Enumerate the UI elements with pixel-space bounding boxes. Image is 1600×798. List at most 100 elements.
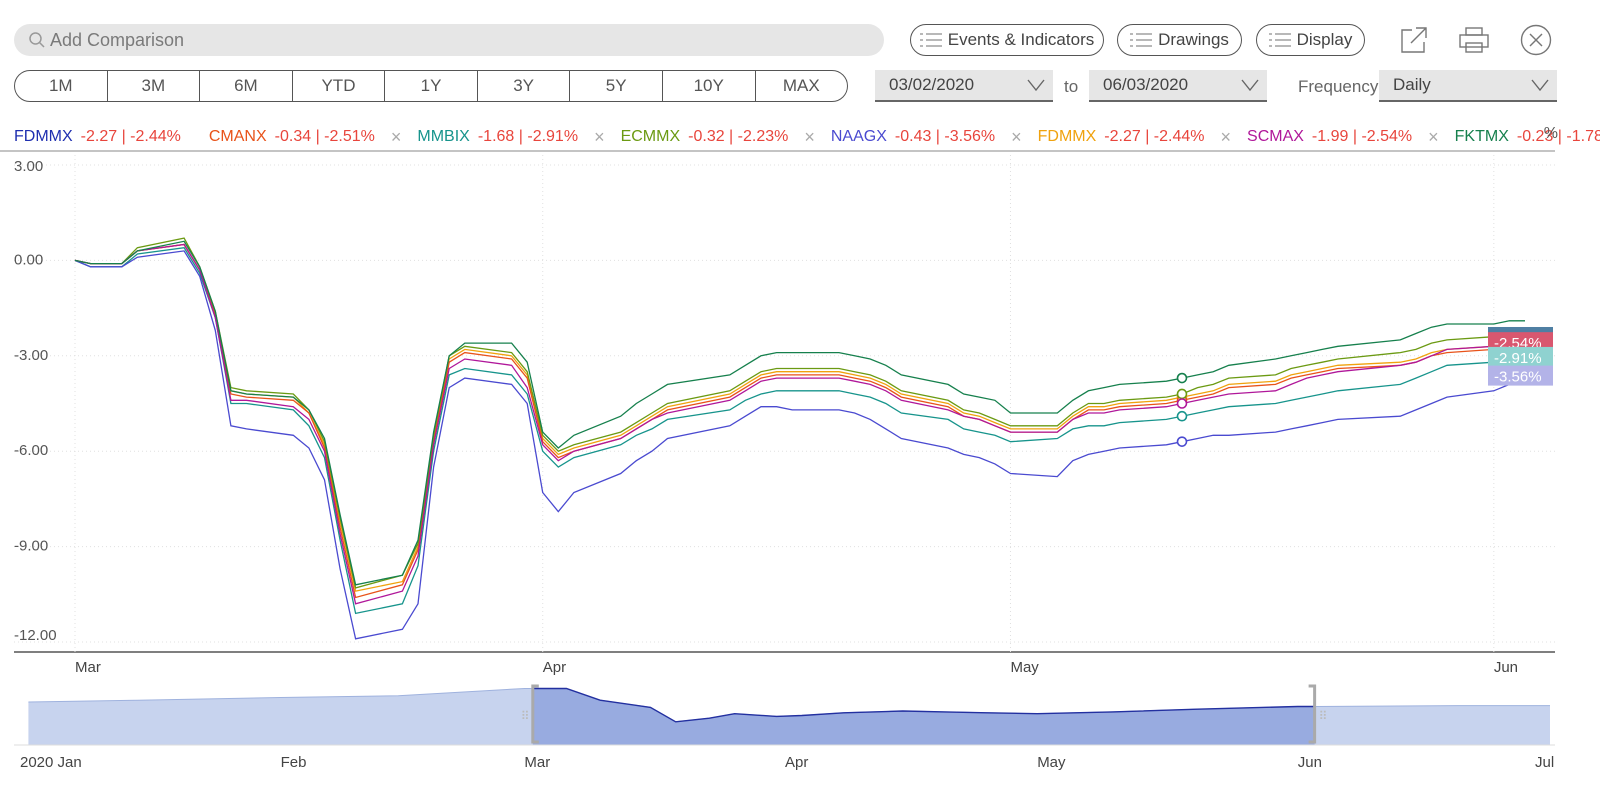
x-tick-label: May [1010, 659, 1039, 676]
y-tick-label: -12.00 [14, 627, 57, 644]
y-tick-label: -6.00 [14, 442, 48, 459]
navigator-tick-label: 2020 Jan [20, 754, 82, 771]
legend-item[interactable]: ECMMX -0.32 | -2.23% × [621, 127, 819, 148]
list-icon [1130, 33, 1153, 47]
legend-item[interactable]: FKTMX-0.23 | -1.78%× [1455, 127, 1600, 148]
hover-point-marker [1176, 372, 1188, 384]
close-icon[interactable] [1520, 24, 1552, 56]
external-link-icon[interactable] [1398, 24, 1430, 56]
legend-item[interactable]: MMBIX -1.68 | -2.91% × [417, 127, 608, 148]
remove-comparison-icon[interactable]: × [1220, 126, 1232, 147]
navigator-tick-label: Jul [1535, 754, 1554, 771]
x-tick-label: Jun [1494, 659, 1518, 676]
chevron-down-icon [1531, 79, 1549, 92]
add-comparison-search[interactable]: Add Comparison [14, 24, 884, 56]
legend-item[interactable]: CMANX -0.34 | -2.51% × [209, 127, 406, 148]
grip-icon: ⠿ [521, 709, 530, 723]
legend: FDMMX -2.27 | -2.44% CMANX -0.34 | -2.51% × M… [14, 124, 1600, 150]
remove-comparison-icon[interactable]: × [390, 126, 402, 147]
end-date-value: 06/03/2020 [1103, 75, 1189, 94]
main-line-chart[interactable]: 3.00 0.00 -3.00 -6.00 -9.00 -12.00 Mar Apr May Ju… [0, 150, 1600, 680]
legend-symbol: FDMMX [1037, 128, 1097, 145]
grip-icon: ⠿ [1319, 709, 1328, 723]
y-tick-label: -9.00 [14, 538, 48, 555]
legend-item[interactable]: FDMMX -2.27 | -2.44% [14, 128, 197, 146]
legend-change: -2.27 | -2.44% [80, 128, 181, 145]
navigator-selected-line [532, 687, 1315, 723]
legend-symbol: MMBIX [417, 128, 470, 145]
remove-comparison-icon[interactable]: × [804, 126, 815, 147]
legend-symbol: CMANX [208, 128, 267, 145]
series-line-ecmmx [74, 237, 1526, 589]
legend-symbol: NAAGX [830, 128, 887, 145]
navigator-tick-label: Jun [1298, 754, 1322, 771]
range-button-3m[interactable]: 3M [108, 71, 201, 101]
chevron-down-icon [1241, 79, 1259, 92]
display-label: Display [1296, 30, 1353, 49]
frequency-label: Frequency [1298, 77, 1379, 96]
remove-comparison-icon[interactable]: × [1428, 126, 1439, 147]
legend-change: -1.99 | -2.54% [1311, 128, 1413, 145]
navigator-right-handle[interactable] [1308, 684, 1317, 744]
hover-point-marker [1176, 398, 1188, 409]
legend-symbol: SCMAX [1247, 128, 1304, 145]
hover-point-marker [1176, 388, 1188, 400]
navigator-tick-label: Feb [281, 754, 307, 771]
date-to-label: to [1064, 77, 1079, 96]
hover-point-marker [1176, 436, 1188, 447]
list-icon [1268, 33, 1291, 47]
range-button-3y[interactable]: 3Y [478, 71, 571, 101]
legend-change: -0.32 | -2.23% [688, 128, 789, 145]
legend-item[interactable]: SCMAX -1.99 | -2.54% × [1247, 127, 1443, 148]
navigator-selected-area [532, 688, 1315, 745]
series-line-naagx [74, 250, 1526, 640]
frequency-select[interactable]: Daily [1379, 70, 1557, 102]
navigator-left-handle[interactable] [531, 684, 539, 744]
start-date-value: 03/02/2020 [889, 75, 975, 94]
drawings-button[interactable]: Drawings [1117, 24, 1242, 56]
series-line-fdmmx [74, 243, 1525, 592]
remove-comparison-icon[interactable]: × [594, 126, 605, 147]
list-icon [919, 33, 942, 47]
legend-symbol: FKTMX [1454, 128, 1509, 145]
remove-comparison-icon[interactable]: × [1011, 126, 1022, 147]
x-tick-label: Mar [75, 659, 101, 676]
end-value-label: -3.56% [1494, 369, 1542, 386]
navigator-tick-label: May [1037, 754, 1066, 771]
series-line-scmax [74, 243, 1526, 605]
navigator-tick-label: Mar [524, 754, 550, 771]
series-line-fktmx [74, 240, 1525, 586]
end-value-tag [1488, 365, 1553, 386]
legend-change: -0.43 | -3.56% [894, 128, 996, 145]
range-button-max[interactable]: MAX [782, 76, 820, 95]
display-button[interactable]: Display [1256, 24, 1365, 56]
range-button-5y[interactable]: 5Y [570, 71, 663, 101]
range-button-1m[interactable]: 1M [15, 71, 108, 101]
events-label: Events & Indicators [947, 30, 1095, 49]
drawings-label: Drawings [1158, 30, 1229, 49]
range-button-10y[interactable]: 10Y [663, 71, 756, 101]
end-value-label: -2.91% [1494, 350, 1542, 367]
y-tick-label: 0.00 [14, 251, 43, 268]
search-placeholder: Add Comparison [50, 29, 185, 50]
end-value-tag [1488, 346, 1553, 367]
legend-symbol: ECMMX [620, 128, 681, 145]
range-button-1y[interactable]: 1Y [385, 71, 478, 101]
frequency-value: Daily [1393, 75, 1431, 94]
legend-item[interactable]: FDMMX -2.27 | -2.44% × [1038, 127, 1235, 148]
series-line-mmbix [74, 246, 1526, 615]
end-date-select[interactable]: 06/03/2020 [1089, 70, 1267, 102]
search-icon [29, 32, 45, 48]
legend-item[interactable]: NAAGX -0.43 | -3.56% × [831, 127, 1026, 148]
print-icon[interactable] [1458, 24, 1490, 56]
legend-symbol: FDMMX [14, 128, 73, 145]
start-date-select[interactable]: 03/02/2020 [875, 70, 1053, 102]
range-button-ytd[interactable]: YTD [293, 71, 386, 101]
x-tick-label: Apr [543, 659, 566, 676]
navigator-chart[interactable]: ⠿ ⠿ 2020 Jan Feb Mar Apr May Jun Jul [0, 680, 1600, 798]
series-line-cmanx [74, 243, 1526, 599]
events-indicators-button[interactable]: Events & Indicators [910, 24, 1104, 56]
range-button-6m[interactable]: 6M [200, 71, 293, 101]
navigator-tick-label: Apr [785, 754, 808, 771]
unit-label: % [1543, 125, 1558, 142]
